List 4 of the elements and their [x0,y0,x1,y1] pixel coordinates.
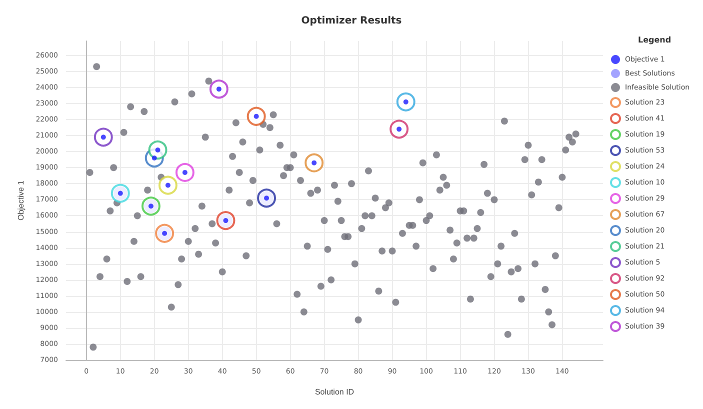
legend-title: Legend [638,36,672,44]
chart-title: Optimizer Results [301,16,402,26]
x-axis-title: Solution ID [314,388,354,396]
y-axis-title: Objective 1 [16,180,26,221]
